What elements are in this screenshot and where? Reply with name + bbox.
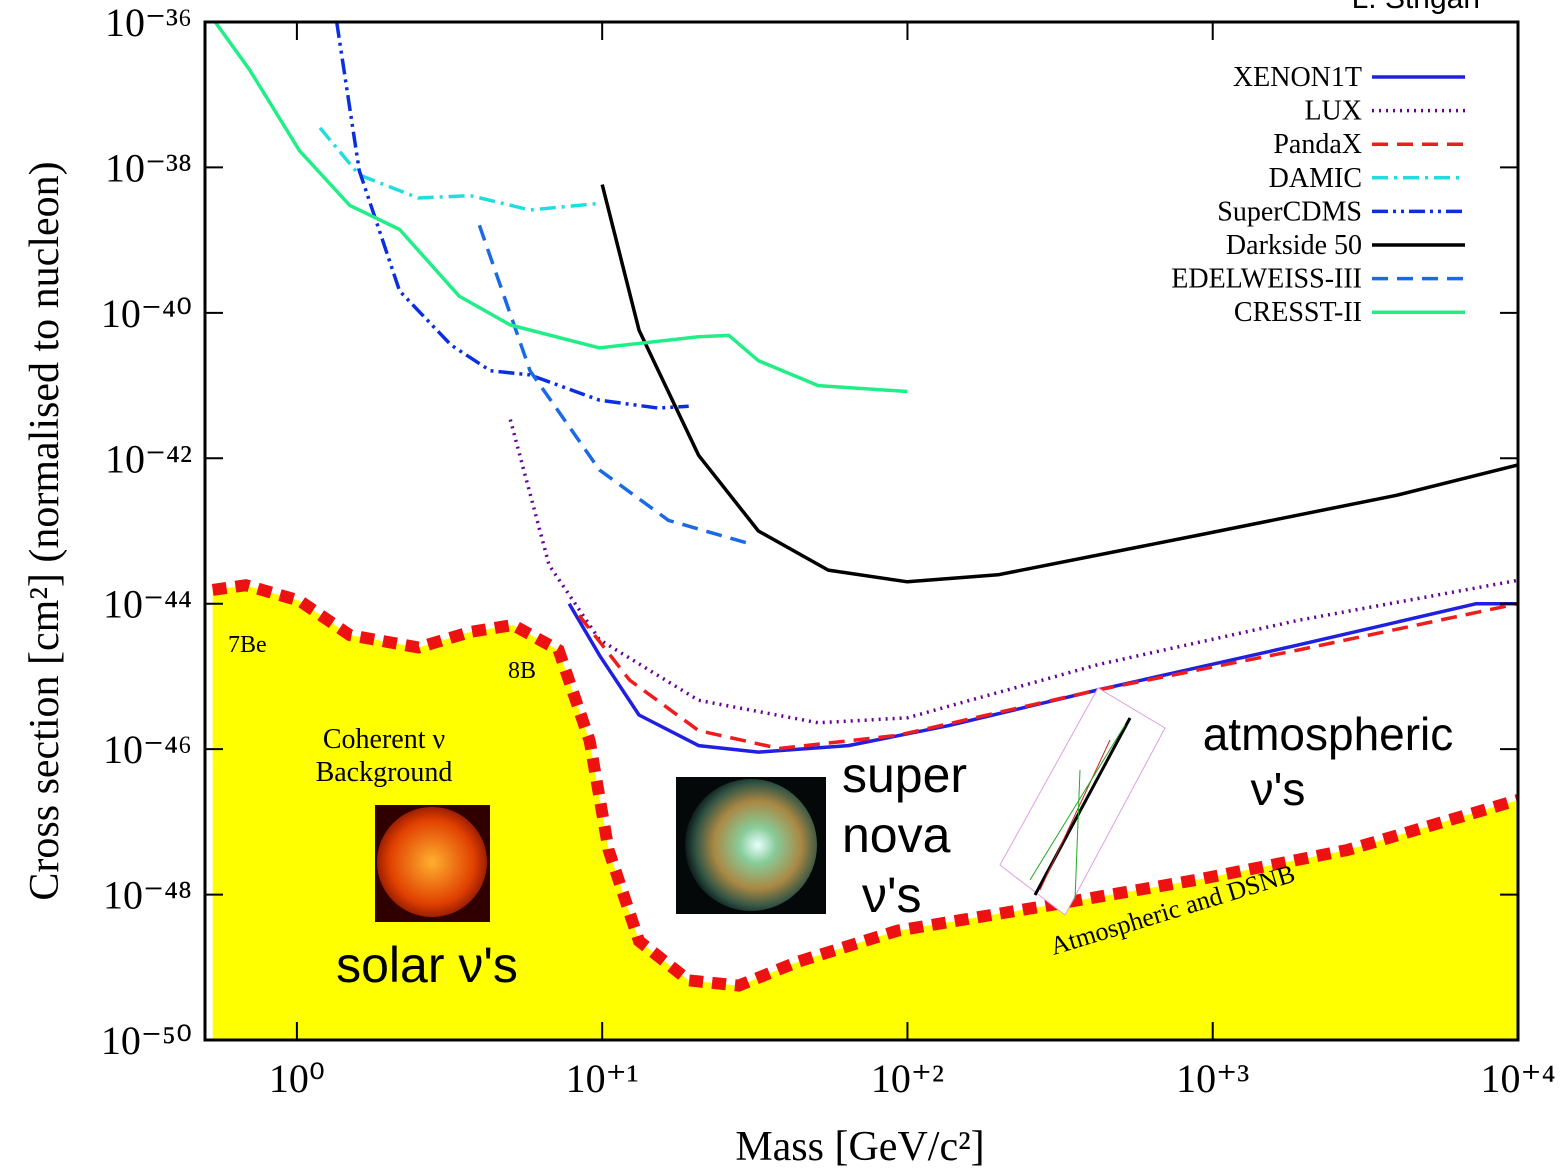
series-line [477,224,749,545]
annotation: ν's [862,867,922,923]
sun-disc [377,807,487,917]
legend-label: LUX [1304,96,1362,127]
y-tick-label: 10⁻⁴⁶ [103,727,192,772]
series-line [213,20,908,394]
legend-label: SuperCDMS [1217,196,1362,227]
x-tick-label: 10⁺¹ [566,1056,639,1101]
x-tick-label: 10⁰ [269,1056,325,1101]
series-line [600,184,1519,584]
x-tick-label: 10⁺⁴ [1480,1056,1555,1101]
series-line [567,601,1518,754]
plot-frame [203,20,1520,1042]
supernova-disc [685,779,817,911]
x-axis-label: Mass [GeV/c²] [735,1124,984,1169]
legend-label: DAMIC [1269,163,1362,194]
y-tick-label: 10⁻⁴⁸ [103,873,192,918]
y-axis-label: Cross section [cm²] (normalised to nucle… [22,161,68,900]
annotation: super [842,747,967,803]
x-tick-label: 10⁺³ [1176,1056,1249,1101]
legend-label: CRESST-II [1234,297,1362,328]
neutrino-floor-area [212,585,1519,1040]
annotation: Coherent ν [323,724,445,755]
legend-label: Darkside 50 [1226,230,1362,261]
annotation: 8B [508,658,536,684]
series-line [334,21,689,410]
y-tick-label: 10⁻⁵⁰ [101,1018,192,1063]
annotation: 7Be [228,632,267,658]
annotation: solar ν's [336,937,518,993]
x-tick-label: 10⁺² [871,1056,944,1101]
credit: L. Strigari [1352,0,1480,15]
legend-label: EDELWEISS-III [1171,264,1362,295]
y-tick-label: 10⁻⁴⁰ [101,291,192,336]
annotation: nova [842,807,951,863]
track-image [999,687,1166,916]
annotation: Background [316,757,453,788]
legend-label: XENON1T [1233,62,1362,93]
series-line [318,126,600,212]
annotation: atmospheric [1203,708,1454,760]
neutrino-floor-line [211,579,1520,992]
y-tick-label: 10⁻³⁶ [105,0,192,45]
legend-label: PandaX [1273,129,1362,160]
series-line [577,601,1519,751]
annotation: ν's [1251,763,1306,815]
y-tick-label: 10⁻⁴² [105,436,192,481]
y-tick-label: 10⁻³⁸ [105,145,192,190]
y-tick-label: 10⁻⁴⁴ [103,582,192,627]
